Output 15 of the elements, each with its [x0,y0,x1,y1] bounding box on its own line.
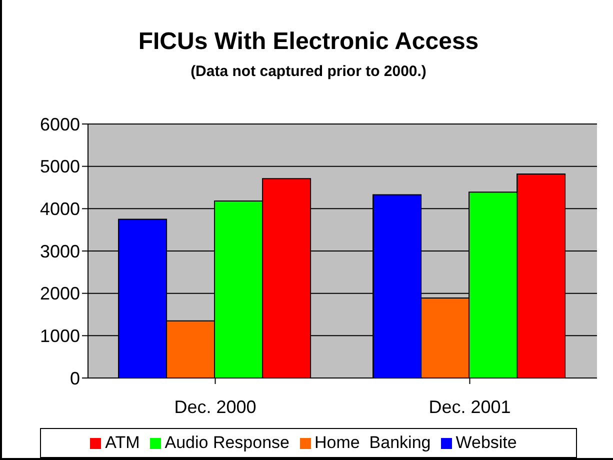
y-tick-label: 5000 [40,156,80,177]
legend-label: ATM [105,433,140,452]
y-tick-label: 6000 [40,114,80,134]
chart-subtitle: (Data not captured prior to 2000.) [190,63,428,80]
y-tick-label: 1000 [40,326,80,346]
chart-title: FICUs With Electronic Access [137,28,480,56]
legend-label: Home Banking [314,433,431,452]
y-tick-label: 3000 [40,241,80,262]
x-tick-label: Dec. 2001 [428,396,511,417]
y-tick-label: 2000 [40,284,80,304]
x-tick-label: Dec. 2000 [174,396,256,417]
y-tick-label: 0 [70,368,80,388]
y-tick-label: 4000 [40,199,80,220]
legend-label: Audio Response [164,433,290,452]
legend-label: Website [456,433,517,452]
